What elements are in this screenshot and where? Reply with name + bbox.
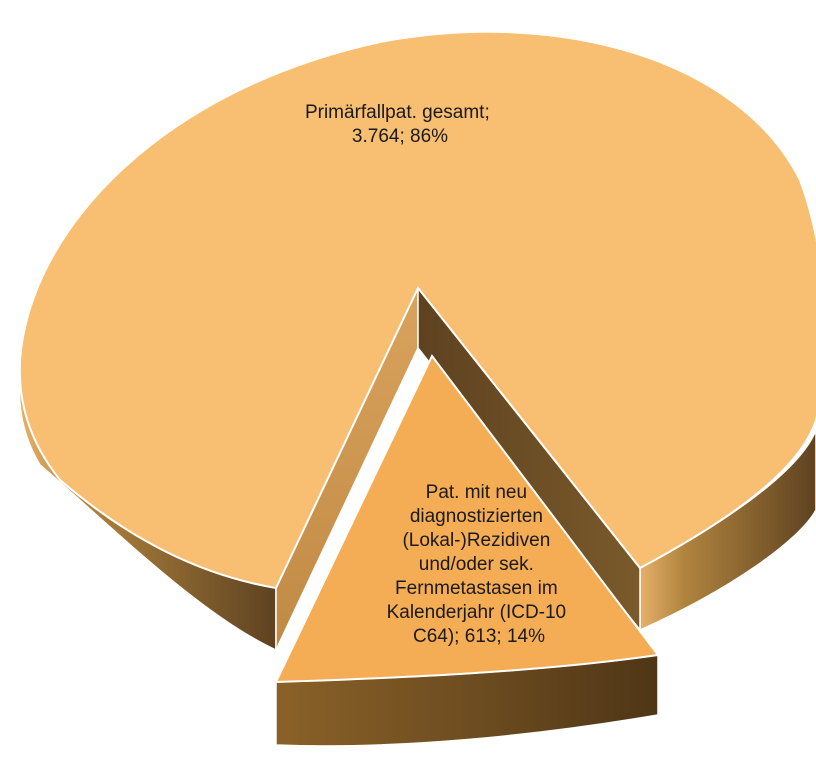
pie-slice-primaerfall	[18, 30, 816, 652]
slice-label-primaerfall-line-1: Primärfallpat. gesamt;	[305, 102, 490, 123]
pie-slice-rezidive-top	[274, 354, 660, 684]
slice-label-rezidive-line-2: diagnostizierten	[410, 506, 543, 527]
slice-label-rezidive-line-7: C64); 613; 14%	[413, 626, 545, 647]
slice-label-rezidive-line-4: und/oder sek.	[419, 554, 534, 575]
pie-slice-primaerfall-top	[18, 30, 816, 590]
slice-label-rezidive: Pat. mit neu diagnostizierten (Lokal-)Re…	[387, 482, 572, 647]
slice-label-primaerfall: Primärfallpat. gesamt; 3.764; 86%	[305, 102, 495, 147]
slice-label-primaerfall-line-2: 3.764; 86%	[352, 126, 448, 147]
slice-label-rezidive-line-5: Fernmetastasen im	[395, 578, 558, 599]
slice-label-rezidive-line-6: Kalenderjahr (ICD-10	[387, 602, 567, 623]
slice-label-rezidive-line-3: (Lokal-)Rezidiven	[402, 530, 550, 551]
pie-slice-rezidive	[274, 354, 660, 747]
slice-label-rezidive-line-1: Pat. mit neu	[426, 482, 527, 503]
